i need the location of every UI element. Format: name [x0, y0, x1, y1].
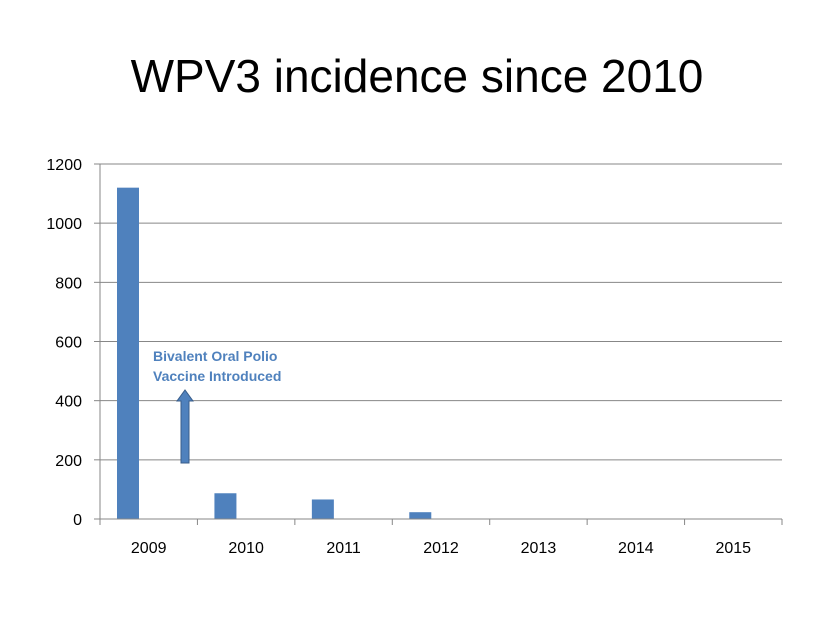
bar-2011: [311, 499, 334, 519]
annotation-text: Vaccine Introduced: [153, 368, 281, 384]
chart-title: WPV3 incidence since 2010: [130, 50, 704, 102]
y-axis-ticks: 0 200 400 600 800 1000 1200: [46, 157, 82, 529]
up-arrow-icon: [176, 389, 194, 464]
x-tick-label: 2015: [715, 540, 751, 557]
y-tick-label: 1200: [46, 157, 82, 174]
x-tick-label: 2014: [618, 540, 654, 557]
y-tick-label: 1000: [46, 216, 82, 233]
bar-2012: [409, 512, 432, 519]
gridlines: [100, 163, 782, 461]
y-tick-label: 800: [55, 275, 82, 292]
axes: [94, 163, 783, 525]
x-tick-label: 2012: [423, 540, 459, 557]
x-tick-label: 2009: [131, 540, 167, 557]
y-tick-label: 0: [73, 512, 82, 529]
bars: [117, 187, 432, 519]
y-tick-label: 400: [55, 394, 82, 411]
y-tick-label: 200: [55, 453, 82, 470]
x-tick-label: 2013: [521, 540, 557, 557]
y-tick-label: 600: [55, 335, 82, 352]
x-axis-ticks: 2009 2010 2011 2012 2013 2014 2015: [131, 540, 751, 557]
x-tick-label: 2011: [326, 540, 361, 557]
x-tick-label: 2010: [228, 540, 264, 557]
bar-2010: [214, 493, 237, 519]
annotation-text: Bivalent Oral Polio: [153, 348, 277, 364]
bar-2009: [117, 187, 139, 519]
annotation: Bivalent Oral Polio Vaccine Introduced: [153, 348, 281, 464]
